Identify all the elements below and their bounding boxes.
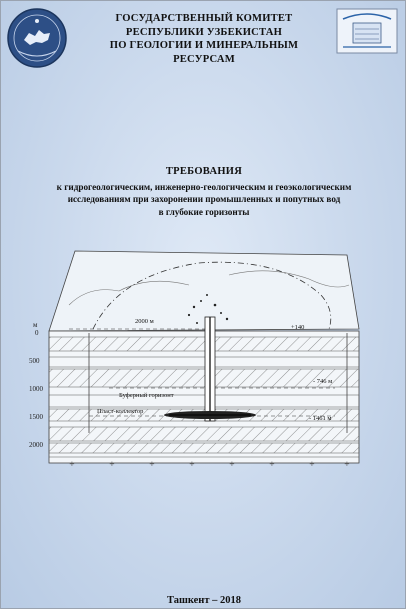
organization-name: ГОСУДАРСТВЕННЫЙ КОМИТЕТ РЕСПУБЛИКИ УЗБЕК… <box>71 12 337 66</box>
depth-label: 1000 <box>29 385 44 393</box>
subtitle-line: к гидрогеологическим, инженерно-геологич… <box>56 182 352 192</box>
reservoir-label: Пласт-коллектор <box>97 408 143 415</box>
svg-text:+: + <box>109 460 115 468</box>
subtitle-line: исследованиям при захоронении промышленн… <box>67 194 341 205</box>
org-line: РЕСУРСАМ <box>173 53 235 65</box>
depth-label: 500 <box>29 357 40 365</box>
svg-text:+: + <box>69 460 75 468</box>
org-line: ПО ГЕОЛОГИИ И МИНЕРАЛЬНЫМ <box>109 40 299 51</box>
geological-section-figure: + + + + + + + + м 0 500 1000 1500 2000 <box>29 250 360 468</box>
depth-1461-label: - 1461 м <box>309 415 332 422</box>
svg-text:+: + <box>149 460 155 468</box>
org-line: РЕСПУБЛИКИ УЗБЕКИСТАН <box>125 26 283 38</box>
depth-label: 0 <box>35 329 39 337</box>
depth-label: 2000 <box>29 441 44 449</box>
subtitle-line: в глубокие горизонты <box>158 206 250 217</box>
document-subtitle: к гидрогеологическим, инженерно-геологич… <box>11 181 397 218</box>
svg-text:+: + <box>309 460 315 468</box>
svg-text:+: + <box>269 460 275 468</box>
depth-unit-label: м <box>33 321 38 329</box>
svg-text:+: + <box>344 460 350 468</box>
radius-label: 2000 м <box>135 318 154 325</box>
svg-text:+: + <box>229 460 235 468</box>
org-line: ГОСУДАРСТВЕННЫЙ КОМИТЕТ <box>115 13 293 24</box>
depth-746-label: - 746 м <box>313 378 332 385</box>
city-year: Ташкент – 2018 <box>166 595 241 606</box>
ministry-logo-icon <box>336 8 398 54</box>
buffer-horizon-label: Буферный горизонт <box>119 392 174 399</box>
depth-label: 1500 <box>29 413 44 421</box>
elevation-label: +140 <box>291 324 304 331</box>
svg-text:+: + <box>189 460 195 468</box>
document-title: ТРЕБОВАНИЯ <box>165 166 243 177</box>
state-emblem-icon <box>7 8 67 68</box>
